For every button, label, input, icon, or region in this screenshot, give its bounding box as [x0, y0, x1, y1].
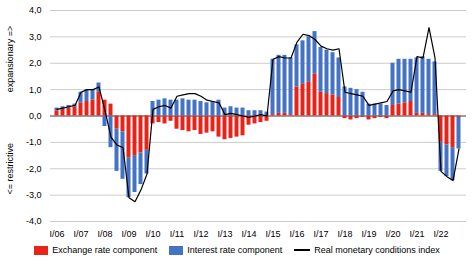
html-text:Interest rate component: Interest rate component [187, 245, 283, 255]
svg-text:1,0: 1,0 [29, 85, 42, 95]
svg-text:-4,0: -4,0 [26, 216, 42, 226]
svg-text:I/16: I/16 [289, 229, 304, 239]
svg-text:I/19: I/19 [361, 229, 376, 239]
svg-text:I/21: I/21 [409, 229, 424, 239]
svg-text:-3,0: -3,0 [26, 190, 42, 200]
svg-text:I/10: I/10 [145, 229, 160, 239]
svg-text:-2,0: -2,0 [26, 164, 42, 174]
svg-text:I/17: I/17 [313, 229, 328, 239]
svg-text:-1,0: -1,0 [26, 137, 42, 147]
svg-text:I/20: I/20 [385, 229, 400, 239]
svg-text:I/06: I/06 [49, 229, 64, 239]
svg-text:I/14: I/14 [241, 229, 256, 239]
svg-text:3,0: 3,0 [29, 32, 42, 42]
svg-text:0,0: 0,0 [29, 111, 42, 121]
svg-text:2,0: 2,0 [29, 58, 42, 68]
html-text:Real monetary conditions index: Real monetary conditions index [314, 245, 440, 255]
svg-text:I/13: I/13 [217, 229, 232, 239]
svg-text:I/11: I/11 [170, 229, 184, 239]
svg-text:I/22: I/22 [433, 229, 448, 239]
svg-text:I/15: I/15 [265, 229, 280, 239]
svg-text:I/08: I/08 [97, 229, 112, 239]
svg-text:I/12: I/12 [193, 229, 208, 239]
html-text:Exchange rate component: Exchange rate component [52, 245, 158, 255]
svg-text:I/07: I/07 [73, 229, 88, 239]
svg-text:I/18: I/18 [337, 229, 352, 239]
svg-text:expansionary =>: expansionary => [5, 26, 15, 93]
svg-text:<= restrictive: <= restrictive [5, 143, 15, 195]
svg-text:I/09: I/09 [121, 229, 136, 239]
svg-text:4,0: 4,0 [29, 5, 42, 15]
